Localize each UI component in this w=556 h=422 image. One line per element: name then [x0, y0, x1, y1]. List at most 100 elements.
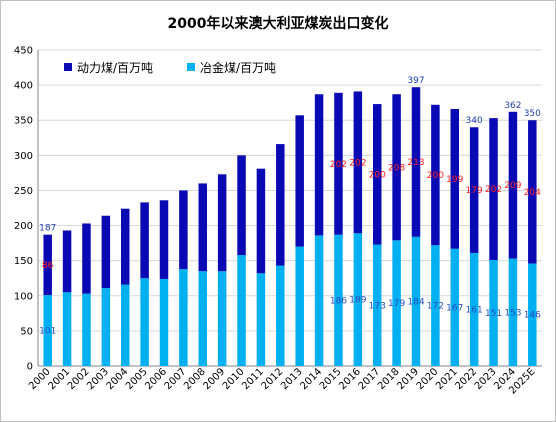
data-label-metallurgical: 173 — [369, 301, 386, 311]
bar-thermal — [295, 115, 304, 247]
data-label-metallurgical: 172 — [427, 302, 444, 312]
data-label-metallurgical: 153 — [504, 308, 521, 318]
bar-metallurgical — [198, 271, 208, 366]
data-label-metallurgical: 161 — [466, 305, 483, 315]
legend: 动力煤/百万吨 冶金煤/百万吨 — [64, 60, 276, 75]
bar-metallurgical — [217, 271, 227, 366]
data-label-metallurgical: 167 — [446, 303, 463, 313]
data-label-thermal: 208 — [388, 163, 405, 173]
bar-thermal — [469, 127, 479, 253]
bar-thermal — [276, 144, 285, 266]
bar-thermal — [82, 223, 91, 294]
data-label-thermal: 202 — [485, 185, 502, 195]
data-label-thermal: 86 — [42, 261, 54, 271]
data-label-total: 187 — [39, 224, 56, 234]
bar-metallurgical — [392, 240, 401, 366]
bar-metallurgical — [101, 288, 111, 366]
bar-metallurgical — [334, 234, 343, 366]
bar-thermal — [334, 92, 343, 235]
y-tick-label: 0 — [27, 362, 33, 373]
bar-thermal — [101, 215, 111, 289]
data-label-thermal: 200 — [369, 170, 386, 180]
bar-metallurgical — [528, 263, 537, 366]
bar-metallurgical — [353, 233, 363, 366]
data-label-metallurgical: 186 — [330, 296, 347, 306]
y-tick-label: 450 — [14, 46, 33, 57]
bar-thermal — [450, 108, 460, 249]
data-label-metallurgical: 184 — [407, 297, 424, 307]
bar-metallurgical — [431, 245, 440, 366]
bar-metallurgical — [314, 235, 324, 366]
legend-label: 冶金煤/百万吨 — [200, 60, 276, 75]
bar-thermal — [179, 190, 188, 270]
legend-label: 动力煤/百万吨 — [77, 61, 153, 75]
bar-metallurgical — [508, 258, 518, 366]
bar-thermal — [62, 230, 72, 293]
data-label-thermal: 213 — [407, 158, 424, 168]
bar-metallurgical — [450, 248, 460, 366]
data-label-thermal: 204 — [524, 188, 541, 198]
legend-swatch — [64, 63, 72, 71]
bar-thermal — [43, 234, 52, 296]
bar-metallurgical — [237, 255, 246, 366]
bar-thermal — [198, 183, 208, 272]
bar-metallurgical — [120, 284, 130, 366]
bar-metallurgical — [489, 259, 498, 366]
bar-thermal — [217, 174, 227, 272]
data-label-metallurgical: 146 — [524, 311, 541, 321]
bar-thermal — [256, 168, 266, 274]
data-label-total: 340 — [466, 116, 483, 126]
data-label-thermal: 199 — [446, 175, 463, 185]
y-tick-label: 200 — [14, 221, 33, 232]
bar-thermal — [489, 118, 498, 260]
data-label-thermal: 202 — [349, 158, 366, 168]
y-tick-label: 150 — [14, 256, 33, 267]
y-tick-label: 350 — [14, 116, 33, 127]
bar-metallurgical — [82, 293, 91, 366]
bar-thermal — [159, 200, 169, 279]
data-label-thermal: 202 — [330, 160, 347, 170]
bar-thermal — [431, 104, 440, 246]
data-label-total: 350 — [524, 109, 541, 119]
bar-metallurgical — [179, 269, 188, 366]
legend-swatch — [187, 63, 195, 71]
bar-thermal — [508, 111, 518, 259]
bar-metallurgical — [140, 278, 149, 366]
chart-title: 2000年以来澳大利亚煤炭出口变化 — [168, 15, 389, 32]
bar-metallurgical — [295, 246, 304, 366]
bar-metallurgical — [276, 265, 285, 366]
data-label-thermal: 209 — [504, 181, 521, 191]
bar-metallurgical — [159, 278, 169, 366]
data-label-total: 397 — [407, 76, 424, 86]
data-label-total: 362 — [504, 101, 521, 111]
bar-thermal — [140, 202, 149, 279]
bar-thermal — [528, 120, 537, 264]
bar-metallurgical — [411, 236, 421, 366]
bar-thermal — [392, 94, 401, 241]
data-label-thermal: 179 — [466, 186, 483, 196]
bar-thermal — [237, 155, 246, 256]
bar-metallurgical — [372, 244, 382, 366]
bar-thermal — [411, 87, 421, 237]
y-tick-label: 50 — [20, 326, 33, 337]
data-label-metallurgical: 189 — [349, 296, 366, 306]
data-label-metallurgical: 151 — [485, 309, 502, 319]
data-label-metallurgical: 179 — [388, 299, 405, 309]
data-label-thermal: 200 — [427, 171, 444, 181]
y-tick-label: 300 — [14, 151, 33, 162]
bar-thermal — [314, 94, 324, 236]
bar-thermal — [120, 208, 130, 285]
bar-metallurgical — [469, 252, 479, 366]
y-tick-label: 100 — [14, 291, 33, 302]
bar-metallurgical — [256, 273, 266, 366]
bar-thermal — [372, 104, 382, 245]
y-tick-label: 400 — [14, 81, 33, 92]
bar-thermal — [353, 91, 363, 234]
bar-metallurgical — [62, 292, 72, 366]
bar-metallurgical — [43, 295, 52, 366]
y-tick-label: 250 — [14, 186, 33, 197]
bars — [43, 87, 537, 366]
data-label-metallurgical: 101 — [39, 327, 56, 337]
